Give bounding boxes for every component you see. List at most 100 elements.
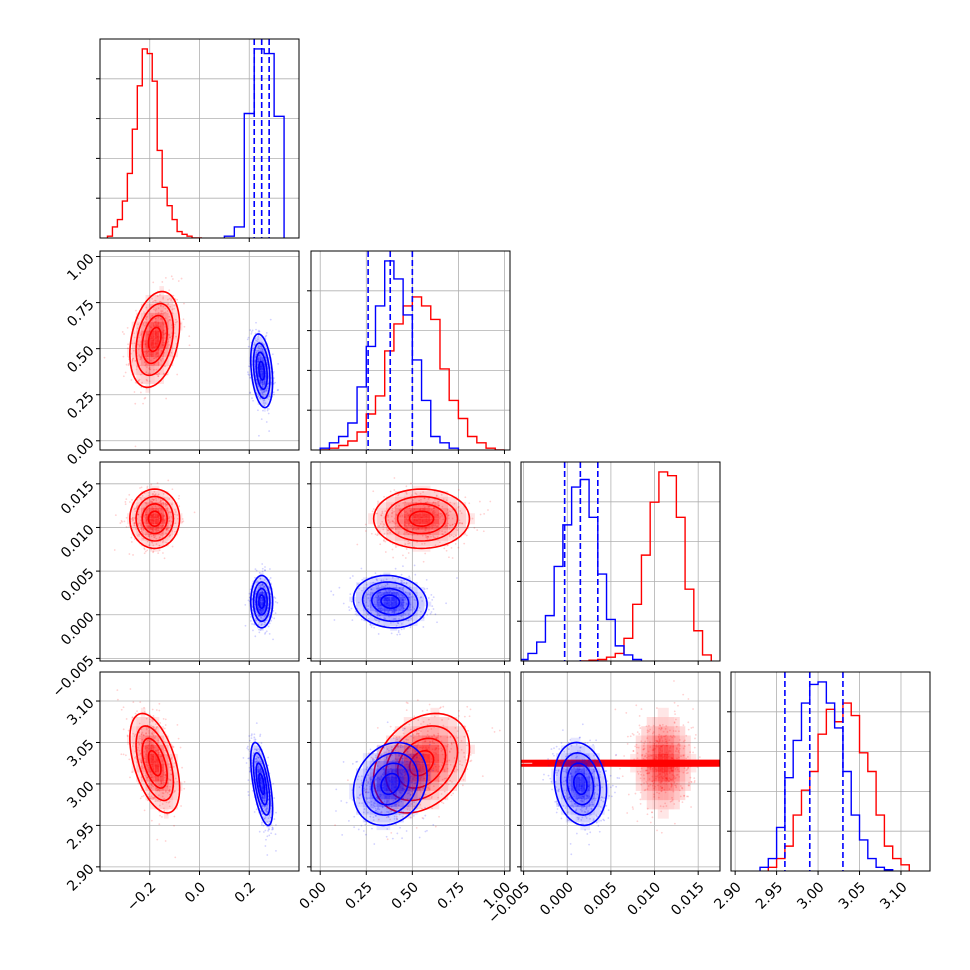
contour <box>129 712 181 814</box>
density-cell <box>362 611 370 617</box>
scatter-point <box>142 323 145 326</box>
scatter-point <box>436 621 438 624</box>
density-cell <box>159 321 164 331</box>
scatter-point <box>382 523 385 526</box>
scatter-point <box>409 626 412 629</box>
scatter-point <box>439 706 442 709</box>
scatter-point <box>393 521 396 524</box>
scatter-point <box>264 335 267 338</box>
scatter-point <box>260 345 262 348</box>
scatter-point <box>249 376 252 379</box>
scatter-point <box>141 381 144 384</box>
scatter-point <box>451 557 454 559</box>
scatter-point <box>382 525 385 528</box>
density-cell <box>261 377 264 385</box>
scatter-point <box>168 805 171 808</box>
density-cell <box>421 491 431 497</box>
scatter-point <box>134 733 137 736</box>
scatter-point <box>254 619 257 622</box>
scatter-point <box>166 528 168 531</box>
density-cell <box>412 513 422 519</box>
density-cell <box>257 791 260 800</box>
scatter-point <box>473 526 476 529</box>
scatter-point <box>132 742 135 745</box>
scatter-point <box>266 835 269 838</box>
scatter-point <box>413 599 416 601</box>
scatter-point <box>159 722 162 724</box>
scatter-point <box>375 619 377 622</box>
scatter-point <box>333 619 336 621</box>
scatter-point <box>150 732 153 734</box>
scatter-point <box>136 365 138 368</box>
scatter-point <box>131 518 134 521</box>
scatter-point <box>169 318 171 321</box>
scatter-point <box>169 305 172 308</box>
density-cell <box>253 336 256 344</box>
scatter-point <box>260 583 263 586</box>
density-cell <box>394 513 404 519</box>
scatter-point <box>434 498 436 501</box>
scatter-point <box>375 594 377 597</box>
scatter-point <box>432 501 435 504</box>
scatter-point <box>163 727 166 730</box>
scatter-point <box>425 579 428 581</box>
density-cell <box>251 760 254 769</box>
scatter-point <box>411 790 413 793</box>
density-cell <box>145 303 151 313</box>
density-cell <box>267 814 270 823</box>
scatter-point <box>164 365 167 368</box>
scatter-point <box>277 388 280 391</box>
scatter-point <box>260 341 263 344</box>
scatter-point <box>272 391 275 394</box>
scatter-point <box>173 815 176 818</box>
scatter-point <box>266 806 269 809</box>
scatter-point <box>408 503 410 506</box>
scatter-point <box>149 372 152 375</box>
density-cell <box>390 577 398 583</box>
scatter-point <box>463 715 466 718</box>
scatter-point <box>152 499 155 502</box>
scatter-point <box>454 726 457 729</box>
scatter-point <box>162 373 165 375</box>
density-cell <box>267 391 270 399</box>
scatter-point <box>255 757 258 760</box>
density-cell <box>136 496 141 503</box>
scatter-point <box>148 535 150 537</box>
scatter-point <box>132 518 135 521</box>
scatter-point <box>417 719 420 722</box>
scatter-point <box>410 482 412 485</box>
scatter-point <box>368 752 370 755</box>
scatter-point <box>145 371 148 374</box>
scatter-point <box>269 392 272 395</box>
scatter-point <box>346 779 349 782</box>
density-cell <box>173 524 178 530</box>
scatter-point <box>263 621 266 624</box>
scatter-point <box>419 492 422 495</box>
scatter-point <box>160 499 163 502</box>
density-cell <box>253 783 256 792</box>
scatter-point <box>134 360 137 362</box>
density-cell <box>168 781 174 791</box>
scatter-point <box>252 347 255 350</box>
scatter-point <box>167 302 170 305</box>
density-cell <box>376 596 384 602</box>
scatter-point <box>461 522 464 525</box>
scatter-point <box>481 775 484 778</box>
density-cell <box>140 744 146 754</box>
density-cell <box>356 606 363 612</box>
scatter-point <box>276 601 279 604</box>
scatter-point <box>407 542 410 545</box>
density-cell <box>448 518 458 525</box>
scatter-point <box>134 757 136 759</box>
scatter-point <box>173 762 176 764</box>
density-cell <box>397 591 404 597</box>
density-cell <box>150 518 155 525</box>
scatter-point <box>162 552 164 554</box>
scatter-point <box>169 534 171 537</box>
scatter-point <box>139 759 142 762</box>
axes-frame <box>310 461 511 662</box>
diag-content <box>521 462 712 661</box>
scatter-point <box>152 551 154 554</box>
scatter-point <box>408 592 411 595</box>
scatter-point <box>357 583 359 585</box>
